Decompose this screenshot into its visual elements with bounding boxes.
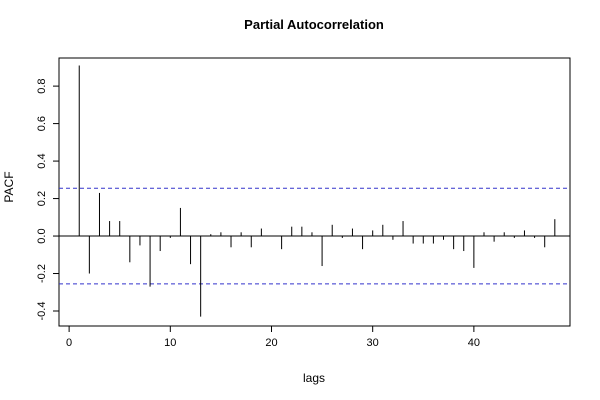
y-axis-label: PACF <box>2 171 16 202</box>
y-tick-label: 0.8 <box>36 78 48 93</box>
x-tick-label: 20 <box>265 337 277 349</box>
x-axis-label: lags <box>303 371 325 385</box>
y-tick-label: 0.0 <box>36 228 48 243</box>
x-tick-label: 30 <box>367 337 379 349</box>
x-tick-label: 40 <box>468 337 480 349</box>
y-tick-label: 0.2 <box>36 191 48 206</box>
x-tick-label: 10 <box>164 337 176 349</box>
y-tick-label: -0.4 <box>36 302 48 321</box>
y-tick-label: 0.6 <box>36 116 48 131</box>
x-tick-label: 0 <box>66 337 72 349</box>
y-tick-label: -0.2 <box>36 264 48 283</box>
chart-marks: 0 10 20 30 40 -0.4 -0.2 0.0 0.2 0.4 0.6 0.8 <box>36 65 570 349</box>
chart-title: Partial Autocorrelation <box>244 17 384 32</box>
y-tick-label: 0.4 <box>36 153 48 168</box>
plot-frame <box>58 57 571 327</box>
